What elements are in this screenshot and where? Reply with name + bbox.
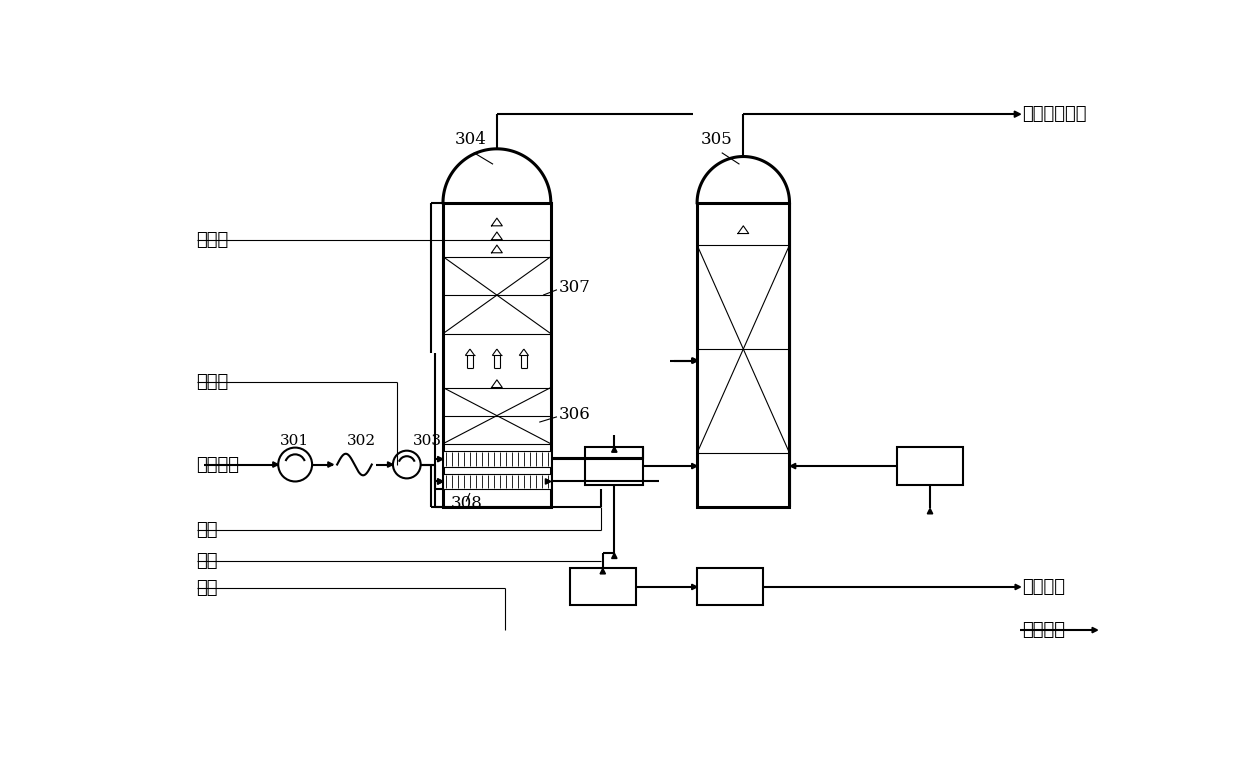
Polygon shape — [438, 479, 443, 484]
Polygon shape — [546, 479, 551, 484]
Text: 304: 304 — [455, 131, 486, 148]
Polygon shape — [388, 461, 393, 468]
Polygon shape — [692, 358, 698, 364]
Polygon shape — [327, 461, 334, 468]
Polygon shape — [692, 584, 697, 590]
Polygon shape — [928, 509, 932, 514]
Bar — [443, 474, 551, 489]
Polygon shape — [1092, 628, 1097, 633]
Polygon shape — [438, 456, 443, 461]
Text: 空气: 空气 — [197, 552, 218, 570]
Text: 308: 308 — [450, 495, 482, 512]
Text: 氨水: 氨水 — [197, 578, 218, 597]
Text: 工艺水: 工艺水 — [197, 231, 229, 249]
Text: 302: 302 — [347, 434, 376, 449]
Polygon shape — [692, 358, 697, 364]
Text: 除氧水: 除氧水 — [197, 373, 229, 391]
Polygon shape — [611, 447, 618, 452]
Bar — [570, 568, 635, 606]
Polygon shape — [790, 464, 796, 469]
Bar — [898, 447, 962, 485]
Polygon shape — [692, 464, 697, 469]
Text: 306: 306 — [558, 406, 590, 423]
Text: 硫铵固体: 硫铵固体 — [1022, 578, 1065, 596]
Text: 炼焦烟气: 炼焦烟气 — [197, 455, 239, 474]
Polygon shape — [1014, 111, 1021, 117]
Polygon shape — [438, 479, 443, 484]
Text: 307: 307 — [558, 279, 590, 296]
Text: 臭氧: 臭氧 — [197, 521, 218, 539]
Bar — [585, 447, 644, 485]
Text: 达标排放烟气: 达标排放烟气 — [1022, 106, 1086, 123]
Polygon shape — [600, 568, 605, 574]
Bar — [443, 452, 551, 467]
Bar — [697, 203, 790, 507]
Text: 303: 303 — [413, 434, 441, 449]
Text: 301: 301 — [280, 434, 309, 449]
Text: 低压蒸汽: 低压蒸汽 — [1022, 621, 1065, 639]
Polygon shape — [611, 553, 618, 559]
Bar — [443, 203, 551, 507]
Polygon shape — [1016, 584, 1021, 590]
Polygon shape — [273, 461, 278, 468]
Bar — [697, 568, 763, 606]
Text: 305: 305 — [701, 131, 733, 148]
